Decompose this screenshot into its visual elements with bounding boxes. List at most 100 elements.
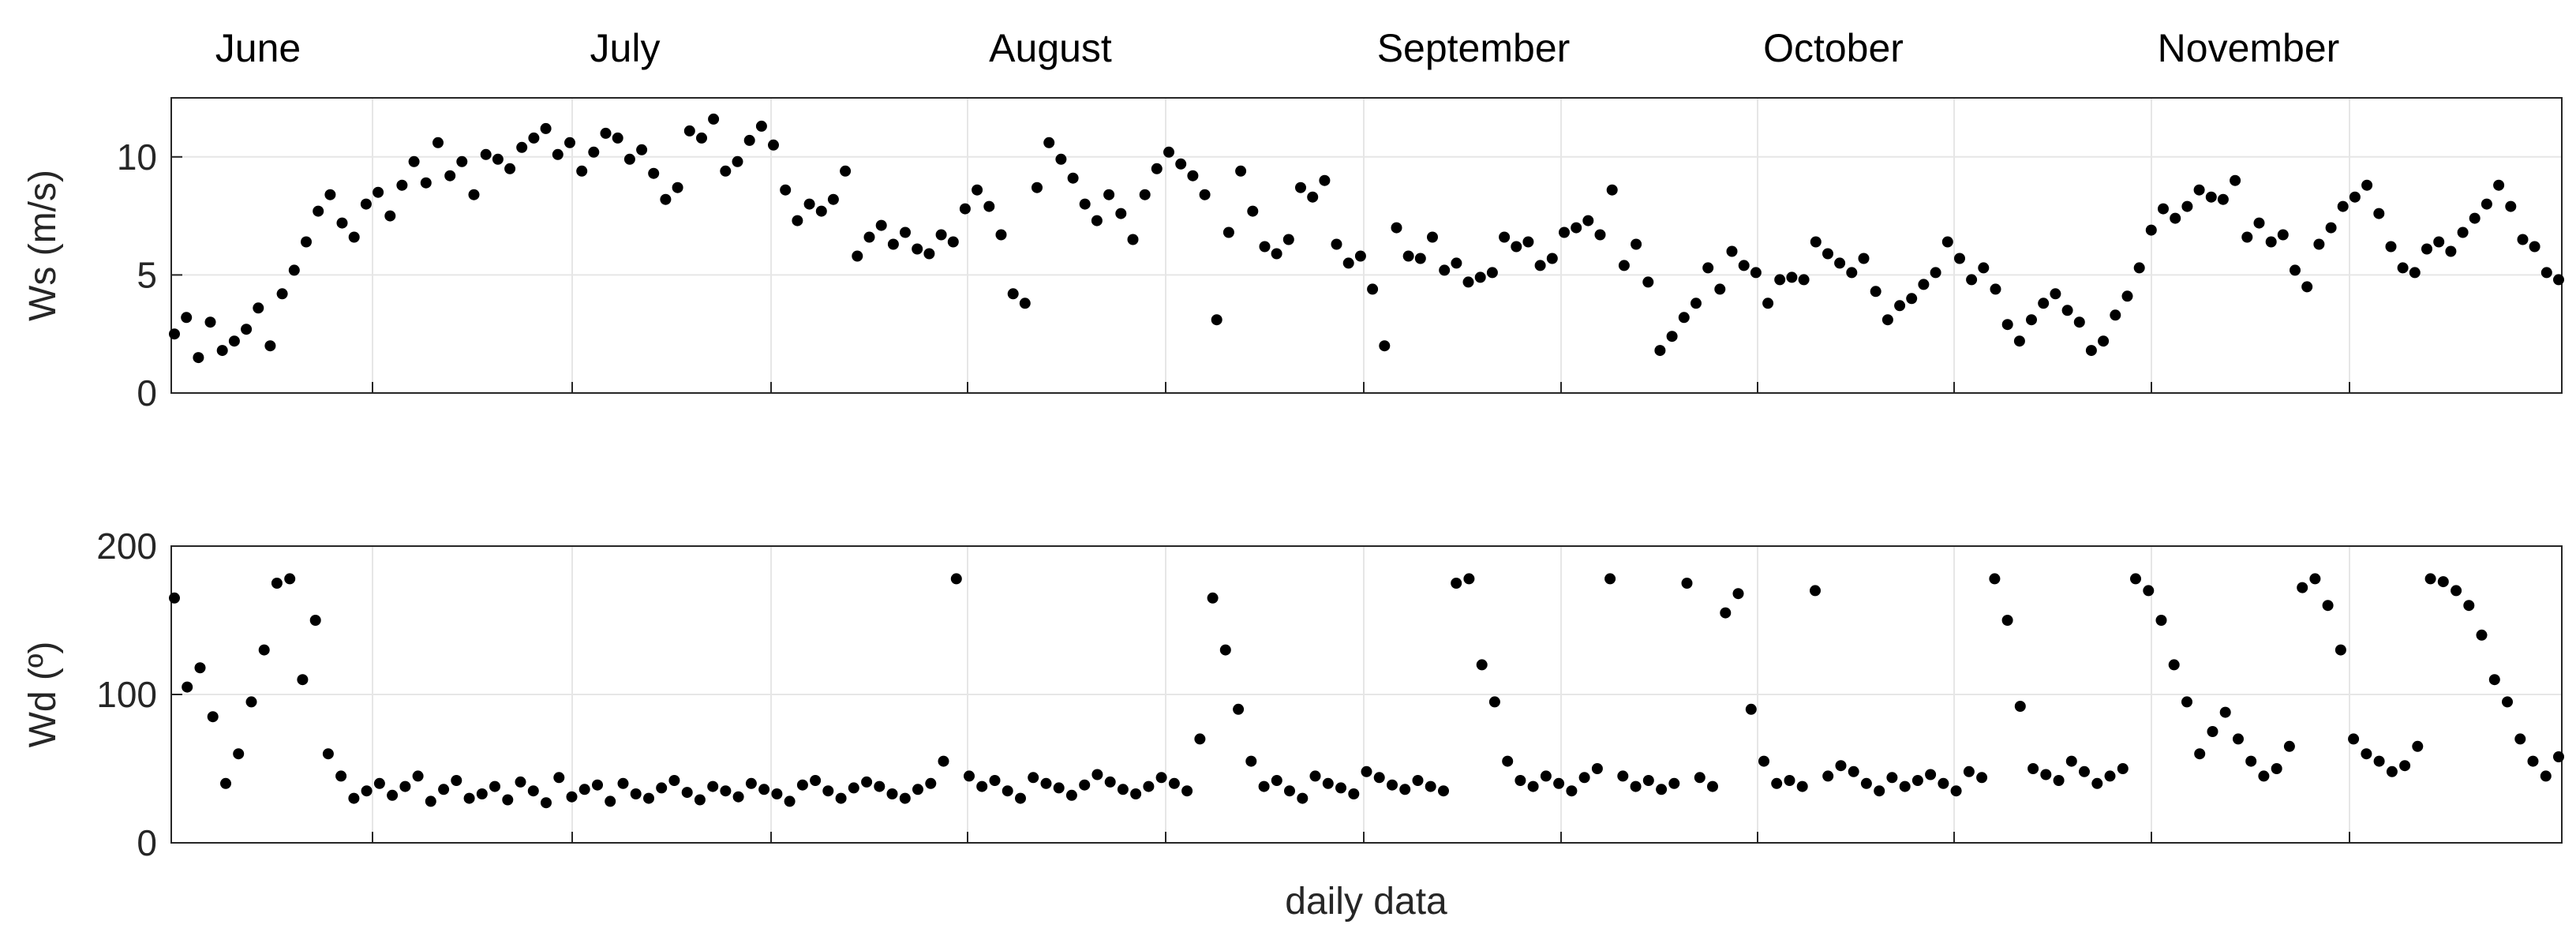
data-point xyxy=(2313,238,2325,250)
data-point xyxy=(1425,780,1436,792)
data-point xyxy=(2451,585,2462,597)
data-point xyxy=(476,788,488,799)
data-point xyxy=(2014,701,2026,712)
data-point xyxy=(480,148,492,160)
data-point xyxy=(1233,703,1245,715)
data-point xyxy=(2158,203,2169,215)
data-point xyxy=(1028,772,1039,784)
data-point xyxy=(2476,629,2488,641)
data-point xyxy=(2322,600,2334,612)
data-point xyxy=(1656,784,1668,795)
data-point xyxy=(1938,777,1949,789)
x-axis-label: daily data xyxy=(1285,881,1447,923)
data-point xyxy=(1463,573,1475,585)
data-point xyxy=(784,795,796,807)
data-point xyxy=(623,153,635,165)
data-point xyxy=(1786,271,1798,283)
data-point xyxy=(1079,198,1091,210)
data-point xyxy=(2205,191,2217,203)
data-point xyxy=(2505,200,2517,212)
data-point xyxy=(617,777,629,789)
data-point xyxy=(1666,331,1678,342)
data-point xyxy=(648,167,660,179)
data-point xyxy=(612,132,623,144)
data-point xyxy=(2463,600,2475,612)
y-tick-label: 10 xyxy=(117,137,157,178)
data-point xyxy=(1886,772,1898,784)
data-point xyxy=(2433,236,2445,248)
data-point xyxy=(540,122,552,134)
data-point xyxy=(976,780,988,792)
data-point xyxy=(2207,726,2218,737)
data-point xyxy=(1966,274,1978,286)
data-point xyxy=(1630,780,1642,792)
data-point xyxy=(1476,659,1488,671)
data-point xyxy=(1690,298,1702,309)
data-point xyxy=(1258,780,1270,792)
data-point xyxy=(1499,231,1511,243)
data-point xyxy=(1322,777,1334,789)
data-point xyxy=(2181,200,2193,212)
data-point xyxy=(348,792,360,804)
data-point xyxy=(1053,782,1065,794)
data-point xyxy=(1502,755,1514,767)
data-point xyxy=(2040,769,2052,780)
data-point xyxy=(2038,298,2050,309)
data-point xyxy=(1834,257,1846,269)
data-point xyxy=(1103,189,1115,200)
data-point xyxy=(2529,241,2540,253)
data-point xyxy=(335,770,347,782)
data-point xyxy=(463,792,475,804)
data-point xyxy=(420,177,432,189)
data-point xyxy=(672,182,683,193)
data-point xyxy=(408,155,420,167)
data-point xyxy=(2098,335,2110,347)
data-point xyxy=(2386,765,2398,777)
data-point xyxy=(2001,615,2013,626)
data-point xyxy=(1810,585,1821,597)
data-point xyxy=(1151,163,1163,174)
data-point xyxy=(1065,789,1077,801)
data-point xyxy=(745,777,757,789)
data-point xyxy=(863,231,875,243)
data-point xyxy=(1642,276,1654,288)
data-point xyxy=(1654,345,1666,357)
data-point xyxy=(1591,763,1603,774)
data-point xyxy=(1527,780,1539,792)
data-point xyxy=(2412,740,2424,752)
data-point xyxy=(1848,765,1859,777)
data-point xyxy=(1522,236,1534,248)
data-point xyxy=(1559,226,1570,238)
data-point xyxy=(2245,755,2257,767)
data-point xyxy=(1678,312,1690,324)
y-tick-label: 5 xyxy=(137,254,157,295)
data-point xyxy=(681,787,693,799)
data-point xyxy=(1941,236,1953,248)
data-point xyxy=(755,120,767,132)
data-point xyxy=(2001,319,2013,331)
data-point xyxy=(1235,165,1247,177)
data-point xyxy=(228,335,240,347)
data-point xyxy=(1798,274,1810,286)
data-point xyxy=(233,748,245,760)
data-point xyxy=(322,748,334,760)
data-point xyxy=(284,573,296,585)
data-point xyxy=(1335,782,1346,794)
y-tick-label: 200 xyxy=(96,526,157,567)
data-point xyxy=(1163,146,1174,158)
data-point xyxy=(2143,585,2155,597)
data-point xyxy=(515,776,526,788)
data-point xyxy=(1606,184,1618,196)
data-point xyxy=(1784,775,1795,786)
data-point xyxy=(732,791,744,803)
data-point xyxy=(193,352,204,364)
data-point xyxy=(169,328,180,340)
data-point xyxy=(1925,769,1937,780)
data-point xyxy=(696,132,707,144)
data-point xyxy=(989,775,1001,786)
data-point xyxy=(1486,267,1498,279)
data-point xyxy=(1181,785,1193,797)
data-point xyxy=(2540,267,2552,279)
data-point xyxy=(1387,779,1398,791)
data-point xyxy=(1354,250,1366,262)
